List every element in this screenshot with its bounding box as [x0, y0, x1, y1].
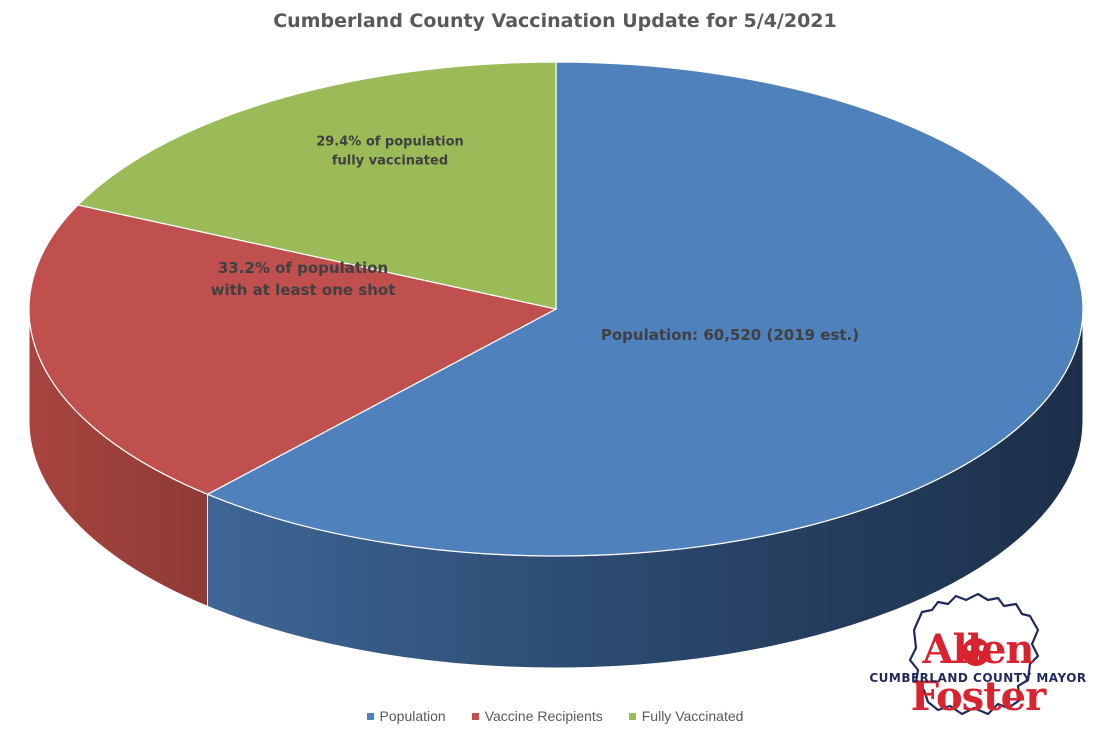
pie-slice-fully-vaccinated [76, 61, 557, 310]
pie-slice-vaccine-recipients [28, 204, 558, 495]
legend-item-population: Population [366, 708, 446, 724]
data-label-population: Population: 60,520 (2019 est.) [601, 326, 859, 344]
chart-title: Cumberland County Vaccination Update for… [273, 10, 837, 32]
data-label-vaccine-recipients: 33.2% of population with at least one sho… [211, 259, 396, 299]
legend-label: Vaccine Recipients [484, 708, 603, 724]
legend-label: Fully Vaccinated [641, 708, 744, 724]
chart-legend: Population Vaccine Recipients Fully Vaccin… [0, 708, 1110, 724]
pie-slice-population [206, 61, 1084, 557]
logo-tennessee-outline-icon [908, 592, 1040, 716]
legend-swatch [628, 712, 636, 720]
legend-item-vaccine-recipients: Vaccine Recipients [471, 708, 603, 724]
data-label-fully-vaccinated: 29.4% of population fully vaccinated [316, 135, 464, 169]
legend-swatch [471, 712, 479, 720]
legend-item-fully-vaccinated: Fully Vaccinated [628, 708, 744, 724]
logo-subtitle: CUMBERLAND COUNTY MAYOR [869, 671, 1087, 685]
logo-name: Allen Foster [910, 626, 1046, 720]
legend-swatch [366, 712, 374, 720]
legend-label: Population [379, 708, 446, 724]
